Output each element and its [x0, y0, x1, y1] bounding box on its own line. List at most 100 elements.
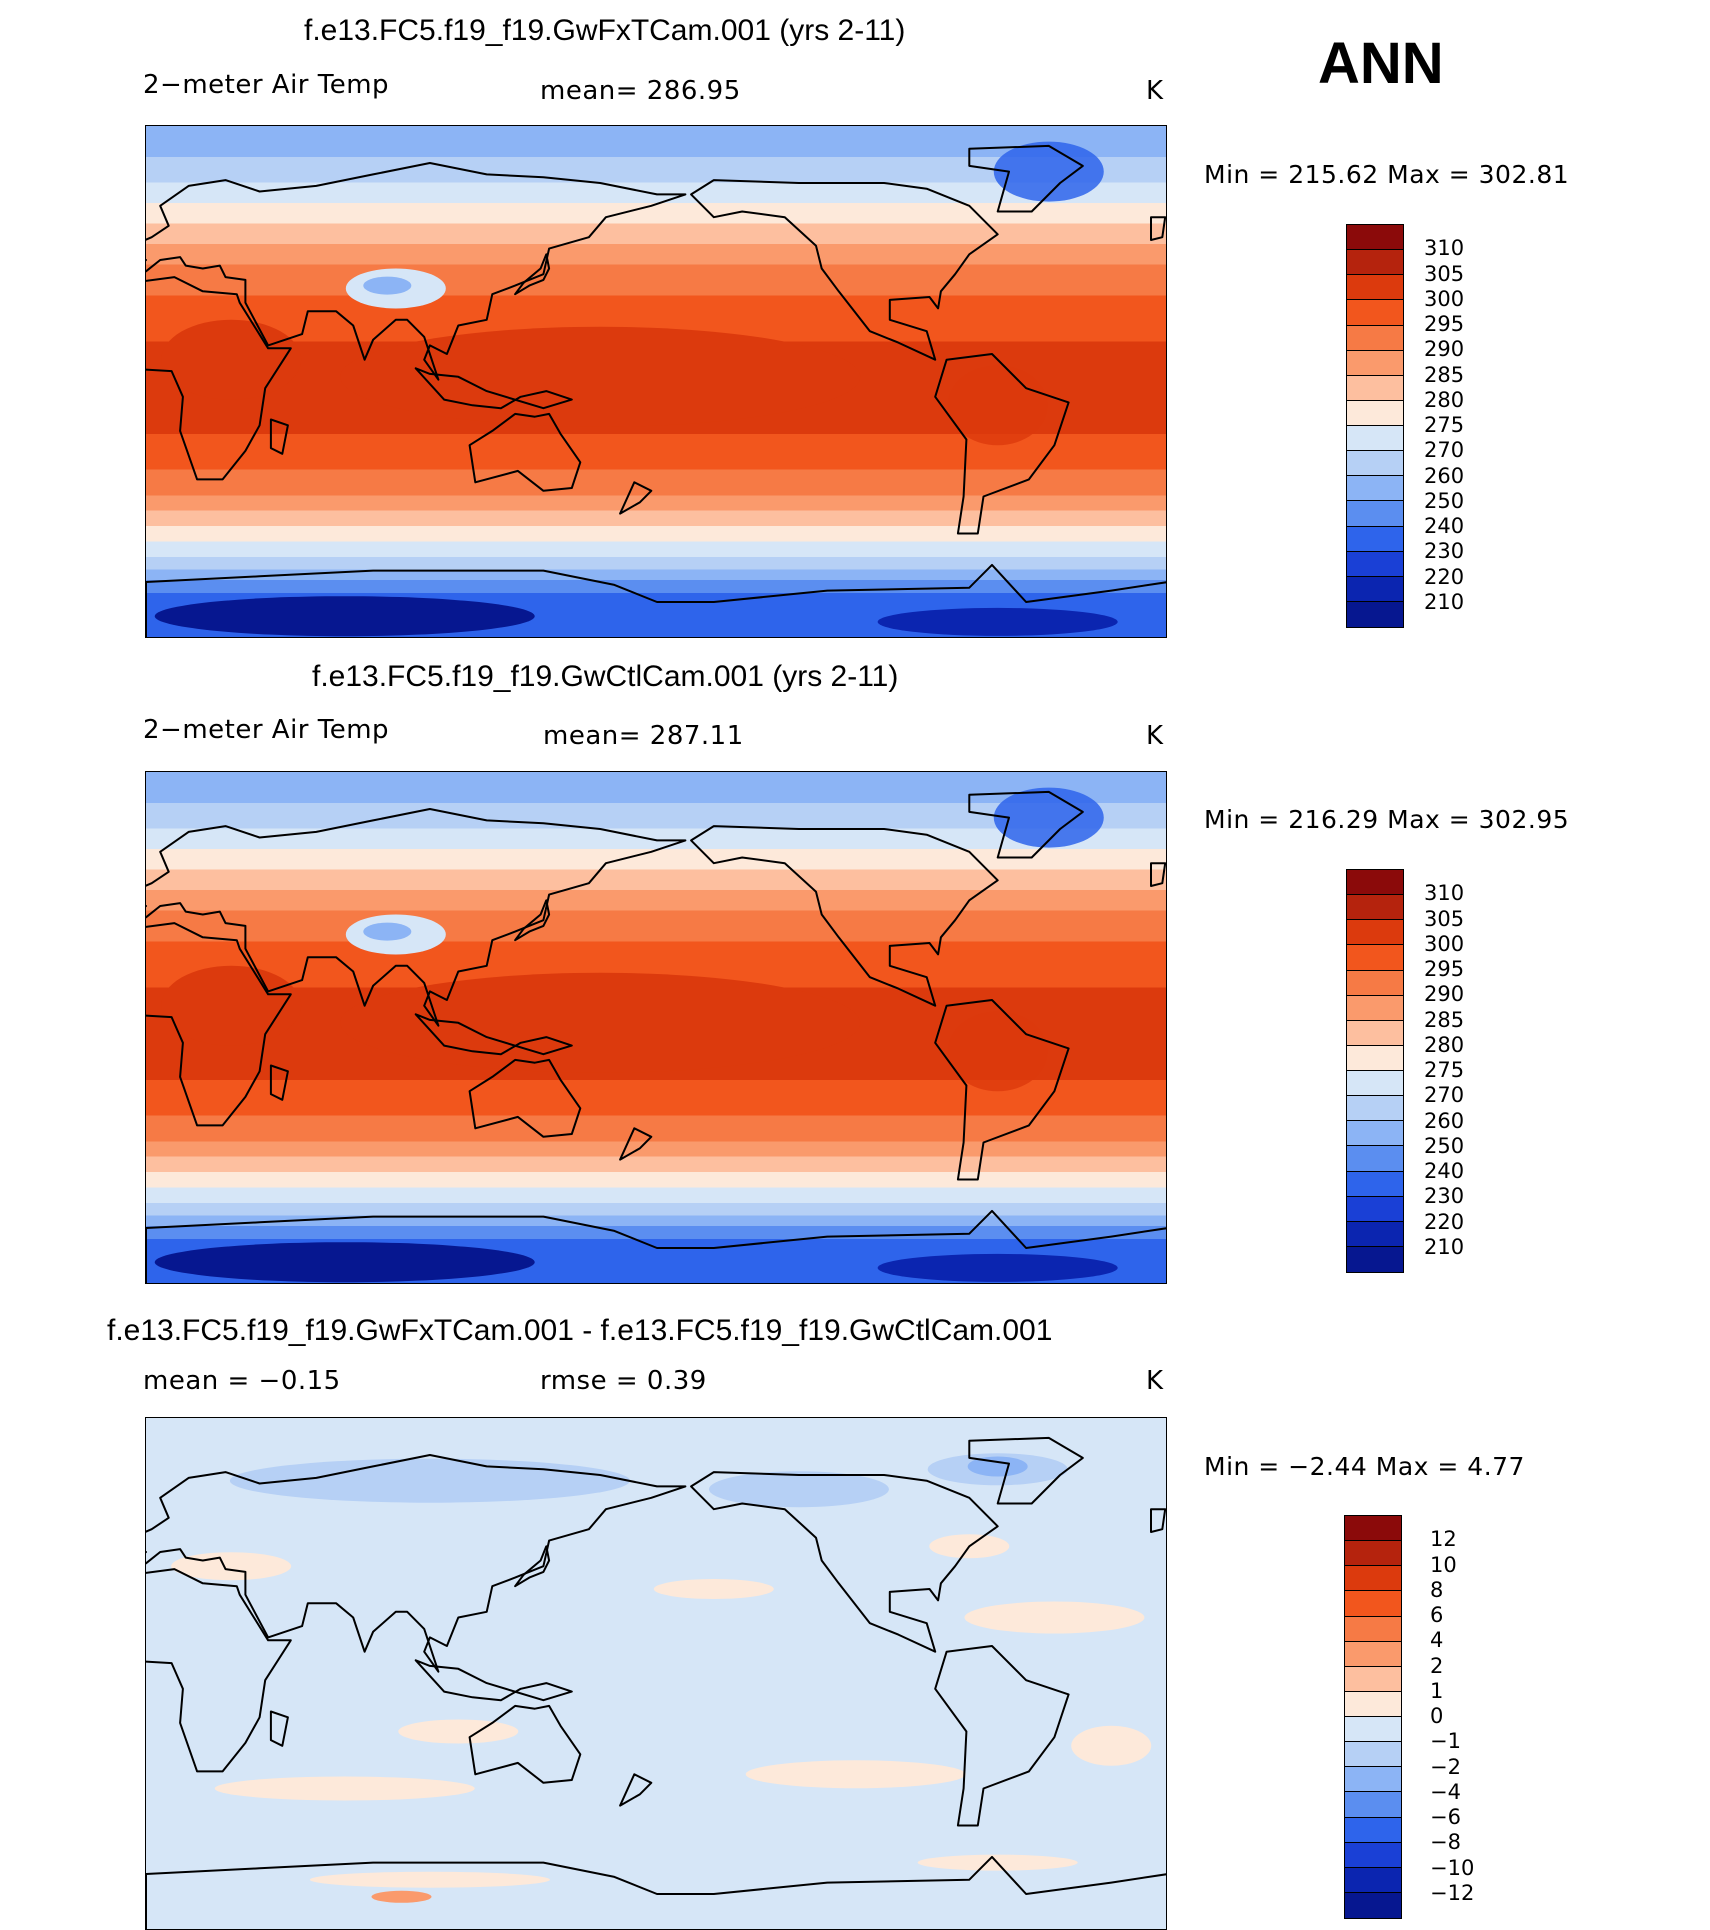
- colorbar-tick-label: 10: [1430, 1552, 1457, 1577]
- colorbar-swatch: [1347, 870, 1403, 896]
- colorbar-tick-label: 260: [1424, 463, 1465, 488]
- colorbar-swatch: [1347, 375, 1403, 401]
- coastline-namerica: [690, 1471, 999, 1653]
- colorbar-tick-label: 0: [1430, 1704, 1444, 1728]
- colorbar-swatch: [1347, 250, 1403, 276]
- colorbar-tick-label: 260: [1424, 1108, 1465, 1133]
- colorbar-swatch: [1345, 1616, 1401, 1642]
- colorbar-tick-label: 220: [1424, 564, 1465, 589]
- colorbar-tick-label: 230: [1424, 539, 1465, 564]
- coastline-samerica: [934, 999, 1070, 1181]
- coastline-indonesia: [414, 1659, 573, 1702]
- colorbar-tick-label: 300: [1424, 931, 1465, 956]
- colorbar-tick-label: 290: [1424, 337, 1465, 362]
- colorbar-swatch: [1345, 1892, 1401, 1918]
- colorbar-swatch: [1345, 1792, 1401, 1818]
- coastline-namerica: [690, 179, 999, 361]
- coastline-newzealand: [619, 1127, 653, 1161]
- coastline-eurasia: [146, 808, 687, 1027]
- colorbar-tick-label: −2: [1430, 1754, 1461, 1779]
- colorbar-swatch: [1345, 1516, 1401, 1542]
- colorbar-swatch: [1347, 1171, 1403, 1197]
- colorbar-tick-label: 285: [1424, 362, 1465, 387]
- coastline-samerica: [934, 1645, 1070, 1827]
- colorbar-tick-label: −6: [1430, 1805, 1461, 1829]
- colorbar-tick-label: 270: [1424, 1083, 1465, 1108]
- coastline-australia: [468, 412, 582, 492]
- map-canvas: [146, 126, 1166, 637]
- colorbar-swatch: [1347, 1020, 1403, 1046]
- colorbar-tick-label: 275: [1424, 413, 1465, 437]
- coastline-samerica: [934, 353, 1070, 535]
- colorbar-tick-label: 6: [1430, 1603, 1444, 1627]
- colorbar-swatch: [1347, 451, 1403, 477]
- colorbar-swatch: [1345, 1641, 1401, 1667]
- coastline-australia: [468, 1058, 582, 1138]
- colorbar-tick-label: 2: [1430, 1653, 1444, 1678]
- colorbar-swatch: [1347, 300, 1403, 326]
- colorbar-tick-label: 295: [1424, 957, 1465, 981]
- coastline-antarctica: [146, 563, 1166, 637]
- coastline-madagascar: [269, 1710, 289, 1747]
- colorbar-swatch: [1347, 1146, 1403, 1172]
- coastline-greenland: [968, 144, 1084, 213]
- coastline-newzealand: [619, 1773, 653, 1807]
- season-label: ANN: [1318, 31, 1444, 96]
- colorbar-swatch: [1347, 275, 1403, 301]
- coastline-greenland: [968, 1436, 1084, 1505]
- panel-2-minmax: Min = 216.29 Max = 302.95: [1204, 805, 1570, 834]
- colorbar-tick-label: −10: [1430, 1855, 1475, 1880]
- colorbar-swatch: [1347, 995, 1403, 1021]
- colorbar-tick-label: 295: [1424, 312, 1465, 336]
- colorbar-swatch: [1347, 400, 1403, 426]
- panel-2-variable-label: 2−meter Air Temp: [143, 715, 390, 745]
- colorbar-tick-label: 12: [1430, 1527, 1457, 1552]
- colorbar-tick-label: −12: [1430, 1880, 1475, 1905]
- coastline-japan: [514, 899, 551, 942]
- colorbar-swatch: [1347, 920, 1403, 946]
- colorbar-tick-label: 280: [1424, 1032, 1465, 1057]
- colorbar-tick-label: 270: [1424, 438, 1465, 463]
- panel-1-map: [145, 125, 1167, 638]
- panel-1-variable-label: 2−meter Air Temp: [143, 70, 390, 100]
- colorbar-swatch: [1347, 551, 1403, 577]
- coastline-africa: [146, 922, 292, 1127]
- coastline-greenland: [968, 790, 1084, 859]
- colorbar-swatch: [1347, 350, 1403, 376]
- colorbar-tick-label: 290: [1424, 982, 1465, 1007]
- map-canvas: [146, 772, 1166, 1283]
- coastline-britain: [1150, 862, 1166, 887]
- colorbar-tick-label: 250: [1424, 488, 1465, 513]
- colorbar-swatch: [1347, 1221, 1403, 1247]
- colorbar-tick-label: 220: [1424, 1209, 1465, 1234]
- panel-3-colorbar: [1344, 1515, 1402, 1919]
- panel-3-mean: mean = −0.15: [143, 1366, 341, 1396]
- coastline-antarctica: [146, 1855, 1166, 1929]
- colorbar-swatch: [1347, 970, 1403, 996]
- colorbar-tick-label: −8: [1430, 1830, 1461, 1855]
- colorbar-tick-label: −4: [1430, 1779, 1461, 1804]
- colorbar-tick-label: 4: [1430, 1628, 1444, 1653]
- colorbar-tick-label: 1: [1430, 1678, 1444, 1703]
- colorbar-swatch: [1345, 1566, 1401, 1592]
- colorbar-swatch: [1347, 1246, 1403, 1272]
- panel-3-title: f.e13.FC5.f19_f19.GwFxTCam.001 - f.e13.F…: [107, 1314, 1053, 1347]
- panel-1-mean: mean= 286.95: [540, 76, 741, 106]
- colorbar-swatch: [1347, 476, 1403, 502]
- colorbar-swatch: [1345, 1842, 1401, 1868]
- coastline-eurasia: [146, 1454, 687, 1673]
- panel-2-colorbar: [1346, 869, 1404, 1273]
- colorbar-swatch: [1345, 1817, 1401, 1843]
- colorbar-swatch: [1347, 1071, 1403, 1097]
- coastline-africa: [146, 276, 292, 481]
- colorbar-tick-label: 310: [1424, 236, 1465, 261]
- colorbar-swatch: [1347, 576, 1403, 602]
- panel-2-title: f.e13.FC5.f19_f19.GwCtlCam.001 (yrs 2-11…: [312, 660, 899, 693]
- colorbar-swatch: [1347, 526, 1403, 552]
- coastline-britain: [1150, 1508, 1166, 1533]
- colorbar-tick-label: 8: [1430, 1577, 1444, 1602]
- colorbar-swatch: [1347, 1121, 1403, 1147]
- colorbar-tick-label: 230: [1424, 1184, 1465, 1209]
- colorbar-swatch: [1347, 325, 1403, 351]
- colorbar-tick-label: −1: [1430, 1729, 1461, 1754]
